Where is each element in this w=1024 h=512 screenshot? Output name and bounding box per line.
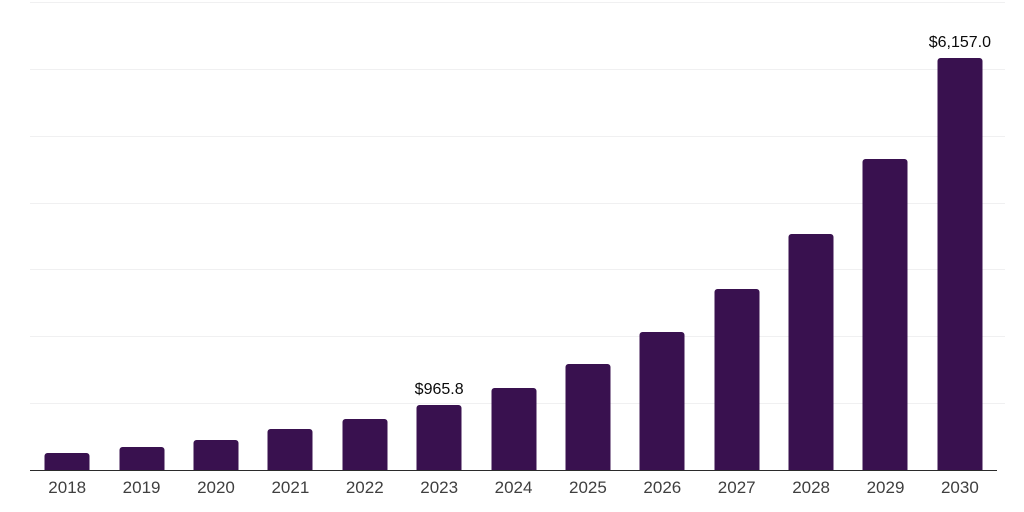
bar-slot-2026 — [625, 0, 699, 470]
x-tick-label-2023: 2023 — [420, 478, 459, 497]
x-tick-label-2030: 2030 — [940, 478, 979, 497]
gridline-6000 — [30, 68, 1005, 70]
x-tick-label-2018: 2018 — [48, 478, 87, 497]
x-tick-label-2025: 2025 — [569, 478, 607, 497]
bar-2027 — [714, 288, 760, 470]
bar-slot-2027 — [700, 0, 774, 470]
bar-2024 — [491, 387, 537, 470]
gridline-2000 — [30, 336, 1005, 338]
bar-slot-2024 — [476, 0, 550, 470]
bar-2021 — [267, 428, 313, 470]
x-tick-label-2021: 2021 — [271, 478, 310, 497]
bar-2029 — [862, 158, 908, 470]
data-label-2030: $6,157.0 — [928, 34, 992, 52]
bar-slot-2022 — [328, 0, 402, 470]
bar-slot-2029 — [848, 0, 922, 470]
bar-2019 — [119, 446, 165, 470]
x-tick-label-2027: 2027 — [717, 478, 756, 497]
x-tick-label-2019: 2019 — [122, 478, 161, 497]
gridline-7000 — [30, 2, 1005, 3]
bar-2022 — [342, 418, 388, 470]
bar-slot-2020 — [179, 0, 253, 470]
bar-2020 — [193, 439, 239, 470]
data-label-2023: $965.8 — [414, 381, 464, 399]
plot-area: $965.8 $6,157.0 — [30, 0, 1005, 471]
gridline-5000 — [30, 135, 1005, 137]
x-tick-label-2029: 2029 — [866, 478, 905, 497]
x-tick-label-2024: 2024 — [494, 478, 533, 497]
x-tick-label-2028: 2028 — [792, 478, 831, 497]
bar-slot-2028 — [774, 0, 848, 470]
bar-slot-2021 — [253, 0, 327, 470]
bar-slot-2018 — [30, 0, 104, 470]
bar-slot-2019 — [104, 0, 178, 470]
bar-2018 — [44, 452, 90, 470]
bar-2030 — [937, 58, 983, 470]
x-tick-label-2022: 2022 — [345, 478, 384, 497]
gridline-3000 — [30, 269, 1005, 271]
bar-2028 — [788, 234, 834, 470]
gridline-4000 — [30, 202, 1005, 204]
x-tick-label-2026: 2026 — [643, 478, 682, 497]
bar-slot-2025 — [551, 0, 625, 470]
x-axis-line — [30, 469, 997, 471]
bar-chart: $965.8 $6,157.0 2018 2019 2020 2021 2022 2023 2… — [30, 0, 1005, 496]
bar-slot-2030: $6,157.0 — [923, 0, 997, 470]
bar-series: $965.8 $6,157.0 — [30, 0, 997, 470]
bar-2025 — [565, 363, 611, 470]
bar-2026 — [639, 331, 685, 470]
bar-2023 — [416, 405, 462, 470]
bar-slot-2023: $965.8 — [402, 0, 476, 470]
x-tick-label-2020: 2020 — [197, 478, 235, 497]
x-axis-tick-labels: 2018 2019 2020 2021 2022 2023 2024 2025 2026 2027… — [30, 479, 997, 496]
